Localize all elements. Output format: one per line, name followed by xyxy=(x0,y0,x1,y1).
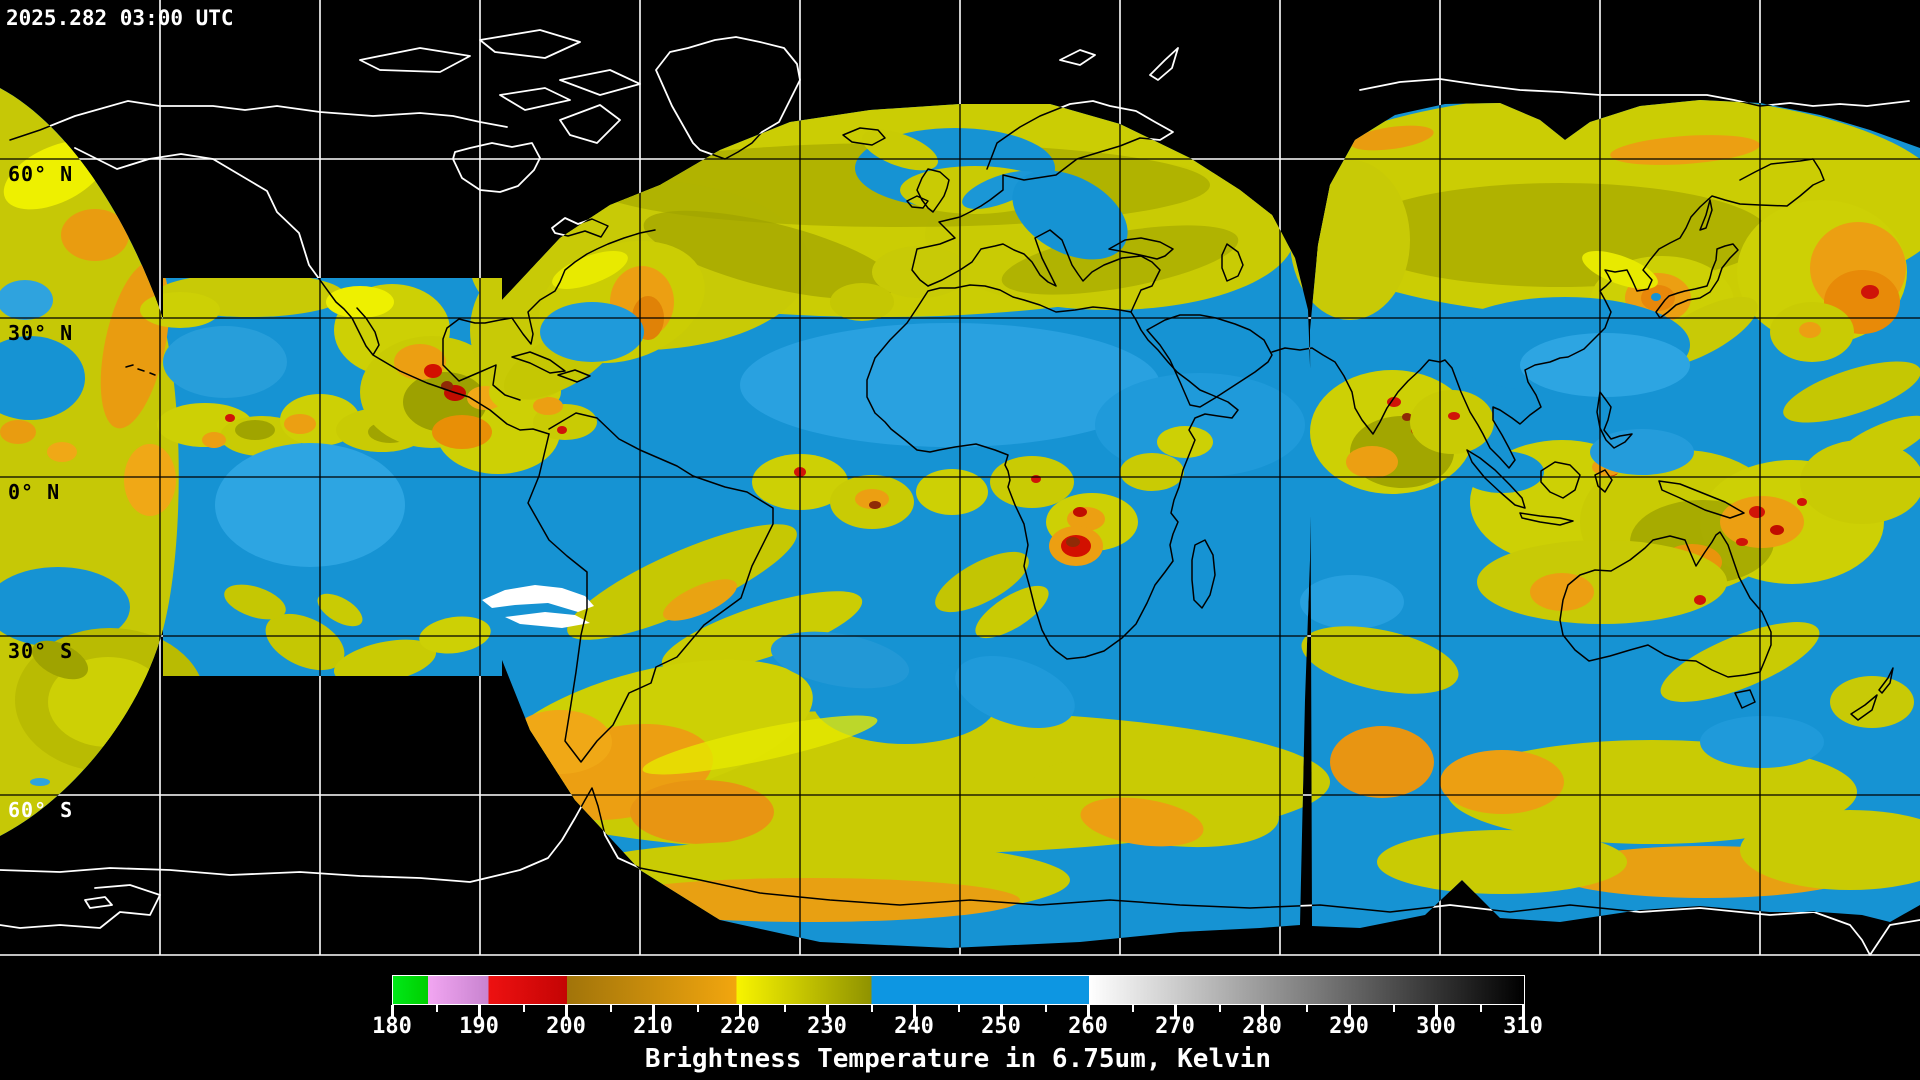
colorbar-major-tick xyxy=(1435,1005,1438,1018)
latitude-label-30s: 30° S xyxy=(8,639,74,663)
colorbar-minor-tick xyxy=(436,1005,438,1012)
colorbar-major-tick xyxy=(652,1005,655,1018)
colorbar-tick-label: 230 xyxy=(807,1014,847,1039)
latitude-label-60n: 60° N xyxy=(8,162,74,186)
colorbar-minor-tick xyxy=(523,1005,525,1012)
colorbar-gradient xyxy=(392,975,1525,1005)
colorbar-tick-label: 310 xyxy=(1503,1014,1543,1039)
colorbar-major-tick xyxy=(1348,1005,1351,1018)
colorbar-tick-label: 240 xyxy=(894,1014,934,1039)
colorbar: 180 190 200 210 220 230 240 250 260 270 280 290 300 3… xyxy=(372,975,1543,1039)
latitude-label-30n: 30° N xyxy=(8,321,74,345)
colorbar-tick-label: 290 xyxy=(1329,1014,1369,1039)
colorbar-major-tick xyxy=(1522,1005,1525,1018)
colorbar-major-tick xyxy=(391,1005,394,1018)
colorbar-minor-tick xyxy=(1045,1005,1047,1012)
colorbar-tick-label: 200 xyxy=(546,1014,586,1039)
latitude-label-0n: 0° N xyxy=(8,480,61,504)
colorbar-tick-label: 180 xyxy=(372,1014,412,1039)
colorbar-minor-tick xyxy=(697,1005,699,1012)
colorbar-major-tick xyxy=(826,1005,829,1018)
colorbar-ticks xyxy=(391,1005,1525,1021)
latitude-label-60s: 60° S xyxy=(8,798,74,822)
colorbar-minor-tick xyxy=(1219,1005,1221,1012)
colorbar-tick-label: 270 xyxy=(1155,1014,1195,1039)
colorbar-major-tick xyxy=(1174,1005,1177,1018)
colorbar-major-tick xyxy=(913,1005,916,1018)
timestamp-label: 2025.282 03:00 UTC xyxy=(6,6,234,30)
colorbar-major-tick xyxy=(1000,1005,1003,1018)
colorbar-major-tick xyxy=(565,1005,568,1018)
colorbar-title: Brightness Temperature in 6.75um, Kelvin xyxy=(644,1044,1272,1074)
colorbar-minor-tick xyxy=(1393,1005,1395,1012)
warm-white-streak xyxy=(482,585,594,628)
colorbar-tick-label: 280 xyxy=(1242,1014,1282,1039)
colorbar-major-tick xyxy=(739,1005,742,1018)
colorbar-minor-tick xyxy=(1306,1005,1308,1012)
colorbar-tick-label: 260 xyxy=(1068,1014,1108,1039)
colorbar-minor-tick xyxy=(1132,1005,1134,1012)
satellite-data-layer xyxy=(0,88,1920,948)
colorbar-minor-tick xyxy=(871,1005,873,1012)
colorbar-major-tick xyxy=(478,1005,481,1018)
colorbar-tick-label: 190 xyxy=(459,1014,499,1039)
colorbar-major-tick xyxy=(1261,1005,1264,1018)
colorbar-major-tick xyxy=(1087,1005,1090,1018)
colorbar-tick-label: 250 xyxy=(981,1014,1021,1039)
colorbar-minor-tick xyxy=(958,1005,960,1012)
colorbar-minor-tick xyxy=(610,1005,612,1012)
colorbar-minor-tick xyxy=(1480,1005,1482,1012)
colorbar-tick-label: 210 xyxy=(633,1014,673,1039)
colorbar-tick-label: 220 xyxy=(720,1014,760,1039)
colorbar-minor-tick xyxy=(784,1005,786,1012)
colorbar-tick-label: 300 xyxy=(1416,1014,1456,1039)
